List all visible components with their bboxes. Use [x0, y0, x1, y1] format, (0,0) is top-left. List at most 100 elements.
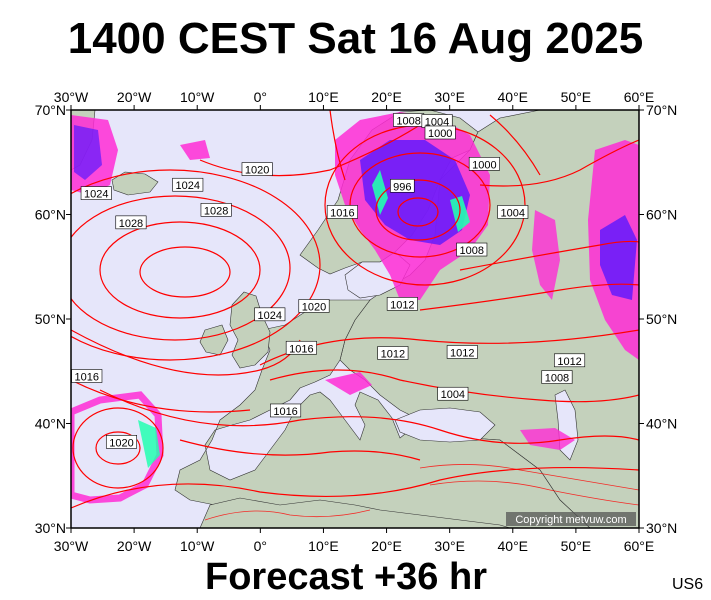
- left-lat-label: 30°N: [35, 520, 66, 536]
- isobar-label-text: 996: [393, 181, 411, 193]
- bottom-lon-label: 10°E: [308, 538, 339, 554]
- isobar-label: 1000: [424, 125, 456, 140]
- black-sea: [394, 407, 496, 443]
- isobar-line: [329, 110, 346, 181]
- map-title: 1400 CEST Sat 16 Aug 2025: [67, 14, 644, 63]
- top-lon-label: 50°E: [561, 89, 592, 105]
- isobar-label-text: 1004: [425, 116, 449, 128]
- isobar-label-text: 1024: [176, 180, 200, 192]
- rain-band-atlantic-low: [71, 391, 164, 504]
- right-latitude-labels: 70°N 60°N 50°N 40°N 30°N: [646, 102, 677, 536]
- isobar-line: [199, 124, 421, 177]
- rain-area-russia-west: [532, 210, 560, 300]
- isobar-label-box: [326, 205, 358, 219]
- isobar-ring: [397, 197, 439, 227]
- isobar-label-text: 1000: [428, 128, 452, 140]
- isobar-label-text: 1012: [450, 347, 474, 359]
- rain-area-caucasus: [520, 428, 575, 450]
- isobar-label-text: 1024: [258, 310, 282, 322]
- isobar-line: [71, 379, 251, 413]
- isobar-label-text: 1008: [460, 245, 484, 257]
- isobar-label: 1004: [497, 205, 529, 219]
- isobar-label-text: 1012: [390, 299, 414, 311]
- bottom-longitude-labels: 30°W 20°W 10°W 0° 10°E 20°E 30°E 40°E 50°E 60°E: [54, 538, 654, 554]
- bottom-lon-label: 0°: [254, 538, 267, 554]
- isobar-label-box: [554, 353, 586, 368]
- isobar-label: 1020: [241, 162, 273, 177]
- isobar-label: 1008: [541, 370, 573, 385]
- left-lat-label: 70°N: [35, 102, 66, 118]
- isobar-label-text: 1016: [289, 343, 313, 355]
- isobar-label-text: 1012: [381, 348, 405, 360]
- isobar-label: 1028: [115, 215, 147, 230]
- isobar-label-box: [241, 162, 273, 176]
- right-lat-label: 60°N: [646, 207, 677, 223]
- isobar-line: [71, 329, 301, 376]
- isobar-label-text: 1004: [501, 207, 525, 219]
- right-lat-label: 70°N: [646, 102, 677, 118]
- isobar-label-box: [254, 307, 286, 322]
- top-lon-label: 20°E: [371, 89, 402, 105]
- isobar-label-box: [200, 203, 232, 217]
- isobar-label-box: [105, 435, 137, 449]
- left-latitude-labels: 70°N 60°N 50°N 40°N 30°N: [35, 102, 66, 536]
- isobars: [71, 110, 639, 509]
- isobar-ring: [349, 152, 491, 258]
- isobar-line: [179, 439, 421, 461]
- contour-line: [204, 509, 371, 521]
- isobar-label-text: 1016: [330, 207, 354, 219]
- isobar-label: 1004: [437, 386, 469, 401]
- rain-core-urals: [600, 215, 637, 300]
- isobar-label: 1024: [80, 186, 112, 201]
- contour-line: [419, 464, 639, 491]
- isobar-label-text: 1008: [396, 115, 420, 127]
- isobar-label-box: [172, 177, 204, 192]
- top-lon-label: 30°W: [54, 89, 89, 105]
- top-lon-label: 20°W: [117, 89, 152, 105]
- isobar-line: [419, 283, 639, 311]
- copyright-text: Copyright metvuw.com: [515, 514, 626, 526]
- isobar-label-text: 1020: [245, 165, 269, 177]
- isobar-label: 1008: [393, 113, 425, 127]
- isobar-label-box: [437, 386, 469, 401]
- isobar-label: 1020: [298, 299, 330, 313]
- top-lon-label: 10°E: [308, 89, 339, 105]
- isobar-line: [479, 139, 639, 187]
- isobar-label: 1016: [71, 369, 103, 383]
- bottom-lon-label: 20°W: [117, 538, 152, 554]
- isobar-ring: [72, 407, 164, 489]
- top-lon-label: 10°W: [180, 89, 215, 105]
- isobar-label: 1028: [200, 203, 232, 217]
- isobar-label-box: [80, 186, 112, 200]
- top-longitude-labels: 30°W 20°W 10°W 0° 10°E 20°E 30°E 40°E 50°E 60°E: [54, 89, 654, 105]
- isobar-label-text: 1020: [109, 437, 133, 449]
- top-lon-label: 0°: [254, 89, 267, 105]
- isobar-label-box: [541, 370, 573, 384]
- model-code: US6: [672, 576, 704, 593]
- right-lat-label: 40°N: [646, 416, 677, 432]
- isobar-label-text: 1028: [119, 218, 143, 230]
- isobar-label-box: [497, 205, 529, 219]
- isobar-line: [71, 466, 639, 509]
- isobar-label: 1012: [386, 297, 418, 311]
- isobar-label: 1012: [554, 353, 586, 368]
- isobar-ring: [71, 195, 291, 341]
- isobar-ring: [95, 431, 141, 465]
- isobar-label-box: [390, 178, 415, 193]
- isobar-label-text: 1000: [472, 159, 496, 171]
- isobar-label-text: 1004: [441, 389, 465, 401]
- isobar-label-text: 1028: [204, 205, 228, 217]
- rain-area-alps: [325, 372, 372, 395]
- right-lat-label: 50°N: [646, 311, 677, 327]
- isobar-label: 1000: [468, 157, 500, 171]
- bottom-lon-label: 50°E: [561, 538, 592, 554]
- isobar-label: 1012: [377, 346, 409, 360]
- isobar-label-text: 1016: [273, 406, 297, 418]
- rain-core-scandinavia: [360, 140, 470, 245]
- rain-heavy-atlantic-low: [138, 420, 160, 468]
- bottom-lon-label: 60°E: [624, 538, 655, 554]
- left-lat-label: 60°N: [35, 207, 66, 223]
- isobar-label-box: [468, 157, 500, 171]
- isobar-label: 1008: [456, 242, 488, 257]
